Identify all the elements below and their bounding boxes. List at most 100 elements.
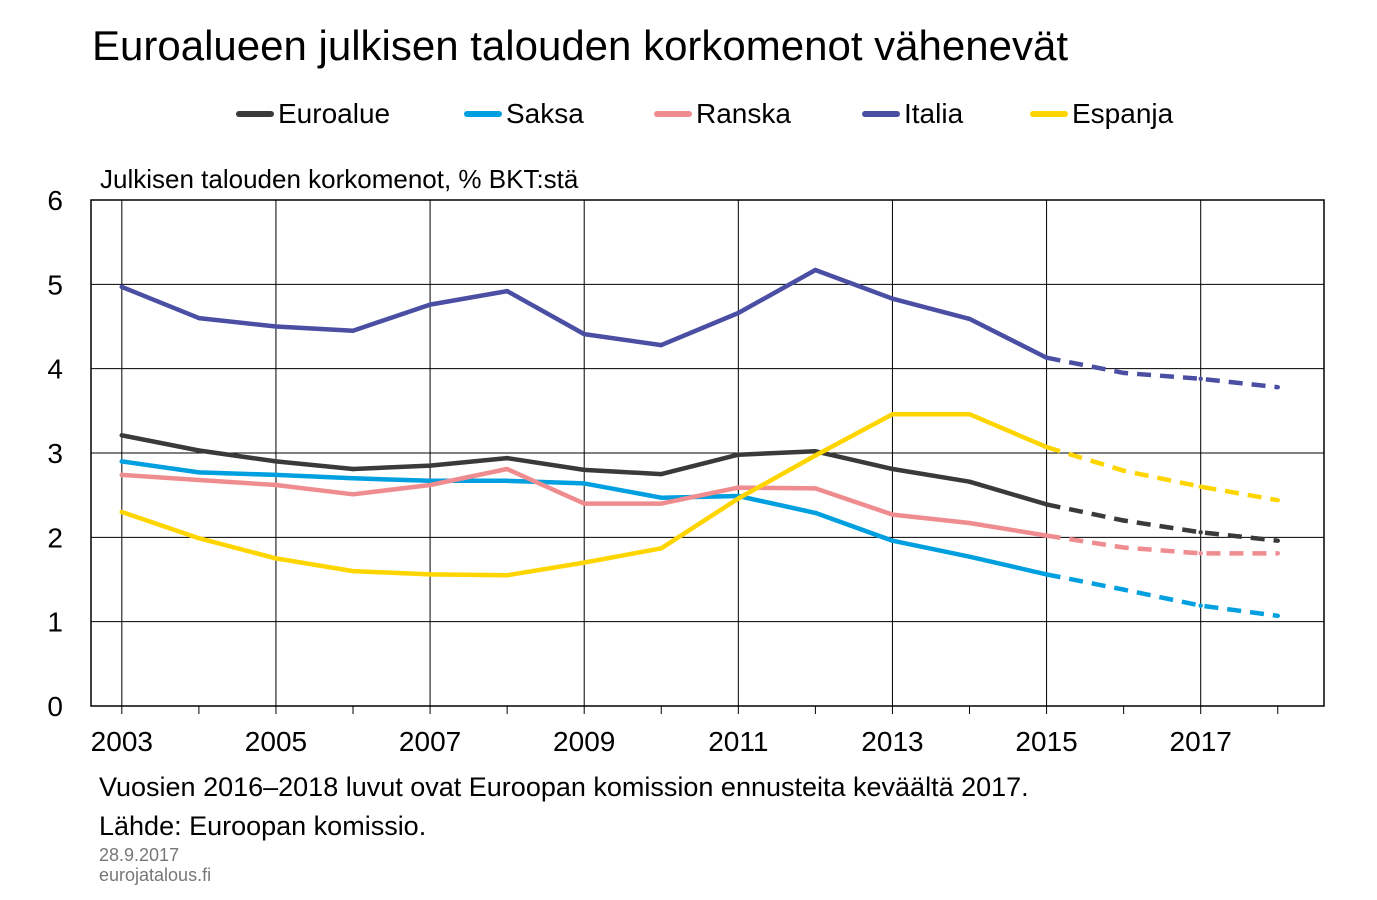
- data-point-euroalue: [1198, 530, 1203, 535]
- plot-area-frame: [90, 199, 1325, 707]
- data-point-italia: [196, 315, 202, 321]
- data-point-italia: [659, 342, 664, 348]
- data-point-italia: [1198, 376, 1203, 381]
- data-point-espanja: [736, 496, 741, 501]
- data-point-espanja: [504, 573, 510, 578]
- site-label: eurojatalous.fi: [99, 865, 212, 885]
- x-tick-label: 2005: [245, 726, 307, 757]
- data-point-italia: [273, 324, 279, 329]
- data-point-euroalue: [582, 467, 587, 473]
- data-point-saksa: [582, 481, 587, 486]
- series-forecast-line-italia: [1046, 355, 1279, 390]
- data-point-euroalue: [196, 448, 202, 453]
- y-tick-label: 0: [47, 691, 63, 722]
- data-point-italia: [427, 302, 433, 307]
- x-tick-label: 2009: [553, 726, 615, 757]
- data-point-ranska: [967, 520, 972, 526]
- data-point-ranska: [582, 501, 587, 506]
- legend-item-ranska: Ranska: [654, 96, 791, 132]
- data-point-italia: [1121, 370, 1126, 376]
- data-point-ranska: [736, 485, 741, 490]
- legend-label-ranska: Ranska: [696, 98, 791, 129]
- data-point-italia: [119, 284, 125, 290]
- data-point-saksa: [890, 538, 895, 543]
- data-point-euroalue: [890, 466, 895, 472]
- data-point-ranska: [1198, 551, 1203, 556]
- forecast-note: Vuosien 2016–2018 luvut ovat Euroopan ko…: [99, 772, 1029, 802]
- legend-label-italia: Italia: [904, 98, 964, 129]
- data-point-ranska: [350, 492, 356, 497]
- data-point-saksa: [273, 472, 279, 478]
- data-point-euroalue: [1044, 502, 1049, 507]
- y-tick-label: 1: [47, 607, 63, 638]
- data-point-ranska: [427, 482, 433, 488]
- data-point-saksa: [1275, 613, 1280, 618]
- data-point-italia: [350, 328, 356, 333]
- data-point-ranska: [196, 477, 202, 483]
- series-forecast-line-ranska: [1046, 533, 1278, 556]
- y-tick-label: 5: [47, 269, 63, 300]
- data-point-espanja: [1044, 444, 1049, 450]
- legend: Euroalue Saksa Ranska Italia Espanja: [0, 96, 1377, 136]
- legend-swatch-saksa: [464, 111, 502, 117]
- legend-label-saksa: Saksa: [506, 98, 584, 129]
- data-point-saksa: [119, 459, 125, 464]
- y-tick-label: 3: [47, 438, 63, 469]
- data-point-ranska: [1121, 545, 1126, 550]
- data-point-ranska: [1275, 551, 1280, 556]
- data-point-italia: [1275, 385, 1280, 390]
- data-point-espanja: [1275, 498, 1280, 503]
- data-point-euroalue: [967, 479, 972, 484]
- data-point-ranska: [504, 466, 510, 472]
- x-tick-label: 2007: [399, 726, 461, 757]
- data-point-euroalue: [736, 452, 741, 457]
- data-point-saksa: [196, 470, 202, 475]
- data-point-euroalue: [1275, 538, 1280, 543]
- data-point-espanja: [350, 568, 356, 574]
- legend-item-saksa: Saksa: [464, 96, 584, 132]
- y-tick-label: 6: [47, 185, 63, 216]
- data-point-espanja: [1198, 484, 1203, 489]
- chart-title: Euroalueen julkisen talouden korkomenot …: [92, 22, 1068, 69]
- data-point-espanja: [119, 509, 125, 515]
- x-tick-label: 2015: [1015, 726, 1077, 757]
- legend-item-euroalue: Euroalue: [236, 96, 390, 132]
- data-point-euroalue: [504, 455, 510, 461]
- data-point-italia: [582, 331, 587, 337]
- data-point-espanja: [890, 412, 895, 417]
- data-point-saksa: [659, 495, 664, 500]
- data-point-euroalue: [350, 466, 356, 472]
- legend-swatch-espanja: [1030, 111, 1068, 117]
- y-axis-title: Julkisen talouden korkomenot, % BKT:stä: [100, 164, 579, 194]
- data-point-euroalue: [1121, 518, 1126, 523]
- data-point-espanja: [196, 535, 202, 541]
- data-point-euroalue: [427, 463, 433, 468]
- data-point-saksa: [1121, 587, 1126, 592]
- series-forecast-line-saksa: [1046, 572, 1279, 619]
- data-point-saksa: [1198, 603, 1203, 608]
- data-point-ranska: [890, 512, 895, 517]
- data-point-ranska: [659, 501, 664, 506]
- data-point-espanja: [427, 572, 433, 577]
- data-point-espanja: [1121, 468, 1126, 473]
- series-forecast-line-euroalue: [1046, 502, 1279, 543]
- data-point-ranska: [813, 486, 818, 491]
- data-point-euroalue: [273, 459, 279, 464]
- date-label: 28.9.2017: [99, 845, 180, 865]
- legend-item-espanja: Espanja: [1030, 96, 1173, 132]
- data-point-saksa: [427, 478, 433, 484]
- data-point-ranska: [273, 482, 279, 488]
- data-point-ranska: [1044, 533, 1049, 538]
- data-point-saksa: [967, 554, 972, 559]
- data-point-espanja: [273, 556, 279, 561]
- data-point-italia: [504, 288, 510, 294]
- data-point-espanja: [967, 412, 972, 417]
- legend-label-euroalue: Euroalue: [278, 98, 391, 129]
- data-point-ranska: [119, 472, 125, 478]
- data-point-espanja: [813, 453, 818, 458]
- legend-label-espanja: Espanja: [1072, 98, 1174, 129]
- line-chart: 0 1 2 3 4 5 6 2003 2005 2007 2009 2011 2013 2015 2017: [47, 185, 1325, 757]
- data-point-saksa: [350, 476, 356, 481]
- x-tick-label: 2017: [1170, 726, 1232, 757]
- data-point-saksa: [1044, 572, 1049, 577]
